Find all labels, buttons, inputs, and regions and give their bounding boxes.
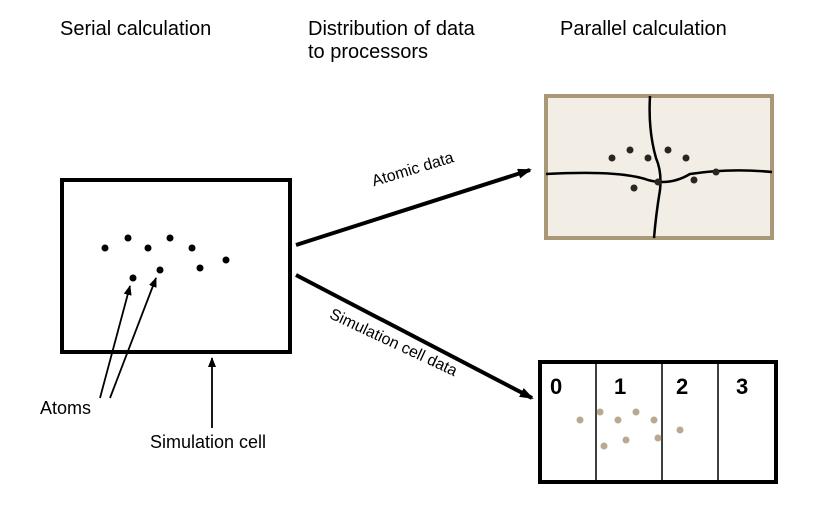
atom-dot [683, 155, 690, 162]
simcell-data-arrow [296, 275, 532, 398]
atomic-data-label: Atomic data [370, 149, 456, 191]
atoms-label: Atoms [40, 398, 91, 419]
atomic-data-arrow [296, 170, 530, 245]
atom-dot [102, 245, 109, 252]
sim-cell-data-label: Simulation cell data [326, 306, 459, 381]
atom-dot-faded [633, 409, 640, 416]
atom-dot [189, 245, 196, 252]
atoms-pointer-arrow [110, 278, 156, 398]
atomic-region-1: 1 [700, 112, 712, 138]
cell-region-2: 2 [676, 374, 688, 400]
atoms-pointer-arrow [100, 286, 130, 398]
atom-dot [609, 155, 616, 162]
atom-dot-faded [677, 427, 684, 434]
header-parallel: Parallel calculation [560, 18, 727, 41]
atom-dot [197, 265, 204, 272]
header-distribution: Distribution of data to processors [308, 18, 475, 64]
atom-dot [145, 245, 152, 252]
atom-dot [167, 235, 174, 242]
atom-dot [223, 257, 230, 264]
atom-dot [645, 155, 652, 162]
simulation-cell-label: Simulation cell [150, 432, 266, 453]
atom-dot-faded [623, 437, 630, 444]
serial-box [62, 180, 290, 352]
atom-dot [713, 169, 720, 176]
atom-dot [691, 177, 698, 184]
header-serial: Serial calculation [60, 18, 211, 41]
atom-dot-faded [651, 417, 658, 424]
atom-dot-faded [655, 435, 662, 442]
atom-dot [655, 179, 662, 186]
atomic-region-0: 0 [560, 112, 572, 138]
cell-region-0: 0 [550, 374, 562, 400]
atom-dot-faded [615, 417, 622, 424]
atomic-region-2: 2 [710, 190, 722, 216]
atom-dot-faded [577, 417, 584, 424]
atom-dot [125, 235, 132, 242]
cell-region-3: 3 [736, 374, 748, 400]
atomic-divider-h [546, 170, 772, 182]
atomic-region-3: 3 [560, 190, 572, 216]
cell-region-1: 1 [614, 374, 626, 400]
atom-dot-faded [597, 409, 604, 416]
atomic-divider-v [650, 96, 661, 238]
atom-dot [627, 147, 634, 154]
atom-dot [665, 147, 672, 154]
atom-dot [157, 267, 164, 274]
atomic-box [546, 96, 772, 238]
atom-dot [130, 275, 137, 282]
atom-dot-faded [601, 443, 608, 450]
atom-dot [631, 185, 638, 192]
diagram-svg [0, 0, 828, 515]
